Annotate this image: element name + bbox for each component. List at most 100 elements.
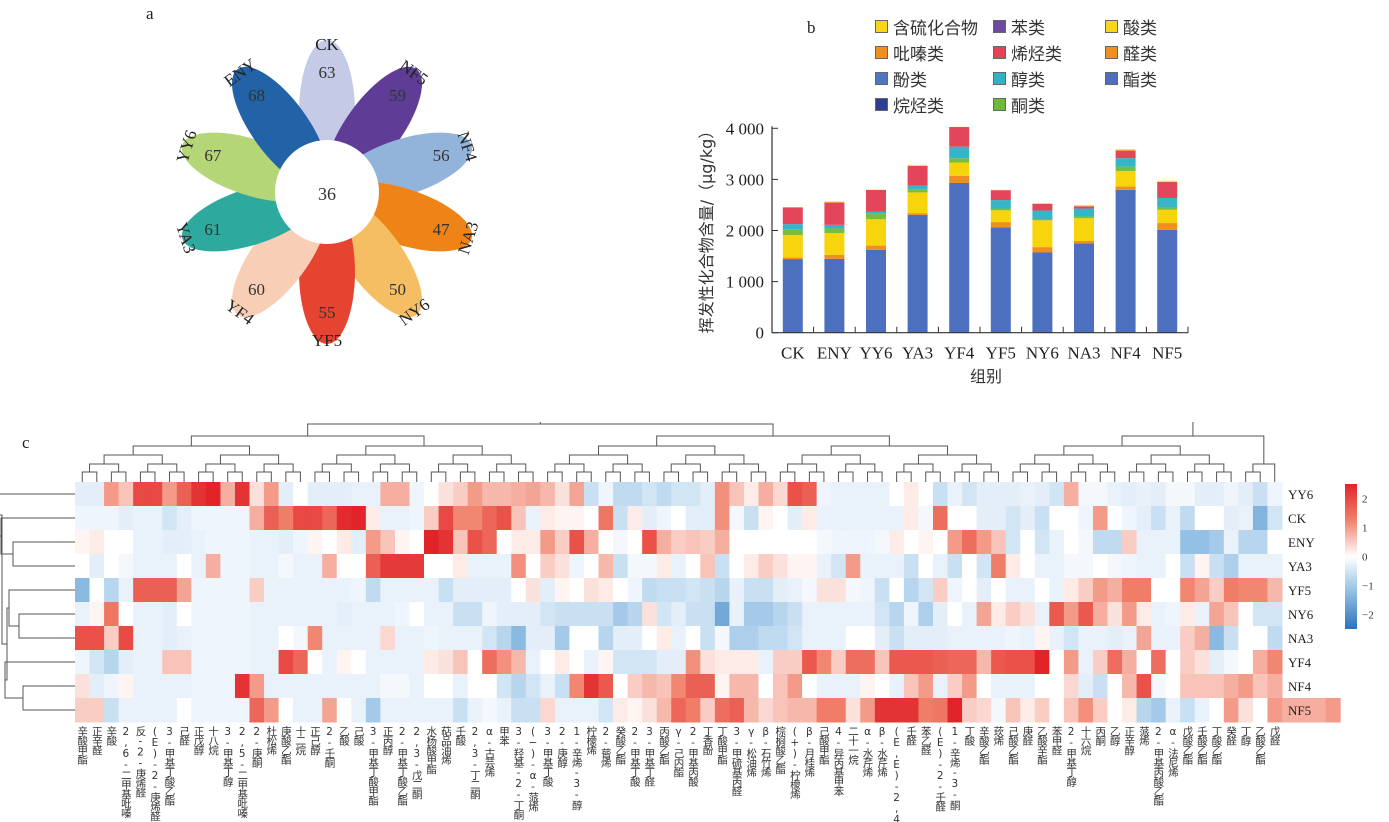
column-label: 水杨酸甲酯 bbox=[425, 726, 437, 774]
legend-swatch bbox=[875, 45, 888, 59]
legend-label: 烷烃类 bbox=[893, 96, 944, 117]
heatmap-cell bbox=[554, 506, 570, 531]
heatmap-cell bbox=[525, 506, 541, 531]
heatmap-cell bbox=[307, 602, 323, 627]
heatmap-cell bbox=[467, 554, 483, 579]
heatmap-cell bbox=[932, 482, 949, 507]
heatmap-cell bbox=[1049, 674, 1065, 699]
heatmap-cell bbox=[205, 674, 221, 699]
dendrogram-branch bbox=[0, 514, 7, 645]
legend-item: 酸类 bbox=[1105, 14, 1205, 39]
heatmap-cell bbox=[554, 698, 570, 723]
heatmap-cell bbox=[583, 650, 600, 675]
heatmap-cell bbox=[831, 626, 847, 651]
dendrogram-branch bbox=[307, 423, 774, 436]
column-label: 乙醇 bbox=[1109, 726, 1121, 747]
column-label: (−)-α-蒎烯 bbox=[527, 726, 539, 813]
heatmap-cell bbox=[1049, 482, 1065, 507]
heatmap-cell bbox=[671, 674, 687, 699]
panel-label-b: b bbox=[807, 18, 816, 37]
column-label: 乙酸乙酯 bbox=[1254, 726, 1266, 765]
heatmap-cell bbox=[336, 578, 352, 603]
heatmap-cell bbox=[1092, 602, 1108, 627]
petal-value: 56 bbox=[433, 146, 450, 165]
heatmap-cell bbox=[1325, 698, 1341, 723]
column-label: 丙酮 bbox=[1094, 726, 1106, 747]
heatmap-cell bbox=[1267, 674, 1283, 699]
heatmap-cell bbox=[1209, 506, 1225, 531]
heatmap-cell bbox=[1020, 602, 1036, 627]
heatmap-cell bbox=[554, 602, 570, 627]
heatmap-cell bbox=[991, 674, 1007, 699]
heatmap-cell bbox=[773, 530, 789, 555]
heatmap-cell bbox=[831, 698, 847, 723]
column-label: 甲苯 bbox=[498, 726, 510, 746]
heatmap-cell bbox=[874, 506, 890, 531]
bar-segment bbox=[866, 211, 886, 214]
heatmap-cell bbox=[685, 626, 701, 651]
heatmap-cell bbox=[1020, 626, 1036, 651]
heatmap-cell bbox=[947, 578, 963, 603]
heatmap-cell bbox=[453, 530, 469, 555]
heatmap-cell bbox=[1063, 578, 1079, 603]
heatmap-cell bbox=[322, 698, 338, 723]
heatmap-cell bbox=[278, 650, 294, 675]
heatmap-cell bbox=[962, 674, 978, 699]
dendrogram-branch bbox=[605, 471, 621, 482]
heatmap-cell bbox=[133, 482, 149, 507]
column-label: 正丙醇 bbox=[382, 726, 394, 756]
bar-segment bbox=[866, 189, 886, 212]
column-label: 丁醇 bbox=[1240, 726, 1252, 747]
y-tick-label: 2 000 bbox=[726, 222, 764, 241]
heatmap-cell bbox=[1180, 578, 1196, 603]
dendrogram-branch bbox=[263, 463, 294, 472]
colorbar-tick-label: 2 bbox=[1362, 494, 1368, 506]
heatmap-cell bbox=[1122, 482, 1138, 507]
heatmap-cell bbox=[365, 650, 381, 675]
heatmap-cell bbox=[438, 506, 454, 531]
heatmap-cell bbox=[1267, 482, 1283, 507]
heatmap-cell bbox=[1122, 602, 1138, 627]
petal-value: 59 bbox=[389, 86, 406, 105]
heatmap-cell bbox=[1267, 554, 1283, 579]
heatmap-cell bbox=[234, 482, 251, 507]
heatmap-cell bbox=[656, 578, 672, 603]
flower-center-value: 36 bbox=[318, 184, 336, 204]
heatmap-cell bbox=[322, 506, 338, 531]
heatmap-cell bbox=[89, 506, 105, 531]
heatmap-cell bbox=[554, 482, 570, 507]
column-label: 2-甲基丙酸 bbox=[687, 726, 699, 788]
heatmap-cell bbox=[918, 650, 934, 675]
heatmap-cell bbox=[773, 674, 789, 699]
petal-value: 63 bbox=[319, 63, 336, 82]
heatmap-cell bbox=[976, 698, 992, 723]
heatmap-cell bbox=[467, 578, 483, 603]
bar-segment bbox=[1074, 240, 1094, 244]
heatmap-cell bbox=[903, 554, 919, 579]
heatmap-cell bbox=[860, 602, 876, 627]
heatmap-cell bbox=[642, 650, 658, 675]
heatmap-cell bbox=[75, 698, 91, 723]
bar-segment bbox=[907, 164, 928, 166]
bar-segment bbox=[907, 214, 928, 333]
dendrogram-branch bbox=[721, 471, 738, 482]
legend-item: 吡嗪类 bbox=[875, 40, 993, 65]
heatmap-cell bbox=[1194, 602, 1210, 627]
heatmap-cell bbox=[205, 554, 221, 579]
bar-legend: 含硫化合物 苯类 酸类 吡嗪类 烯烃类 醛类 酚类 醇类 酯类 烷烃类 酮类 bbox=[875, 14, 1205, 117]
heatmap-cell bbox=[583, 530, 600, 555]
heatmap-cell bbox=[264, 602, 280, 627]
heatmap-cell bbox=[947, 674, 963, 699]
y-tick-label: 0 bbox=[756, 324, 765, 343]
heatmap-cell bbox=[1034, 506, 1050, 531]
heatmap-cell bbox=[671, 626, 687, 651]
heatmap-cell bbox=[75, 554, 91, 579]
heatmap-cell bbox=[234, 650, 251, 675]
heatmap-cell bbox=[845, 674, 861, 699]
legend-label: 醛类 bbox=[1123, 44, 1157, 65]
dendrogram-branch bbox=[81, 471, 98, 482]
column-label: 十二烷 bbox=[294, 725, 306, 756]
heatmap-cell bbox=[264, 530, 280, 555]
row-label: NA3 bbox=[1288, 631, 1313, 646]
heatmap-cell bbox=[1194, 674, 1210, 699]
